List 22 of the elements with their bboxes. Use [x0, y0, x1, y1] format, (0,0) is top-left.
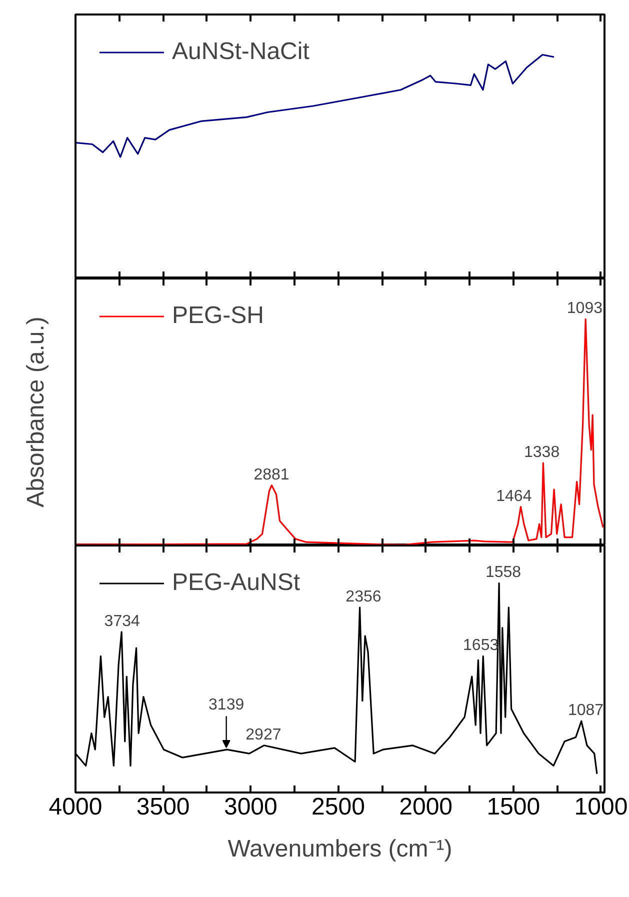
annotation: 1338 [524, 444, 560, 461]
x-tick-label: 3500 [136, 794, 190, 820]
annotation: 3139 [208, 696, 244, 714]
annotation: 1558 [485, 564, 522, 582]
x-tick-label: 2000 [399, 794, 453, 820]
x-tick-label: 2500 [312, 794, 365, 820]
annotation: 1093 [566, 300, 603, 318]
annotation: 2927 [246, 726, 282, 744]
x-tick-label: 4000 [48, 794, 102, 820]
y-axis-title: Absorbance (a.u.) [22, 316, 50, 508]
legend-label: PEG-AuNSt [172, 569, 300, 597]
annotation: 1464 [496, 488, 532, 505]
annotation: 2881 [254, 466, 290, 484]
annotation: 3734 [104, 612, 140, 630]
x-tick-label: 3000 [224, 794, 278, 820]
x-tick-label: 1500 [486, 794, 540, 820]
legend-label: AuNSt-NaCit [172, 38, 310, 66]
x-tick-label: 1000 [574, 794, 628, 820]
x-axis-title: Wavenumbers (cm⁻¹) [228, 836, 452, 862]
legend-label: PEG-SH [172, 302, 264, 330]
annotation: 2356 [346, 588, 382, 606]
annotation: 1087 [568, 702, 604, 720]
